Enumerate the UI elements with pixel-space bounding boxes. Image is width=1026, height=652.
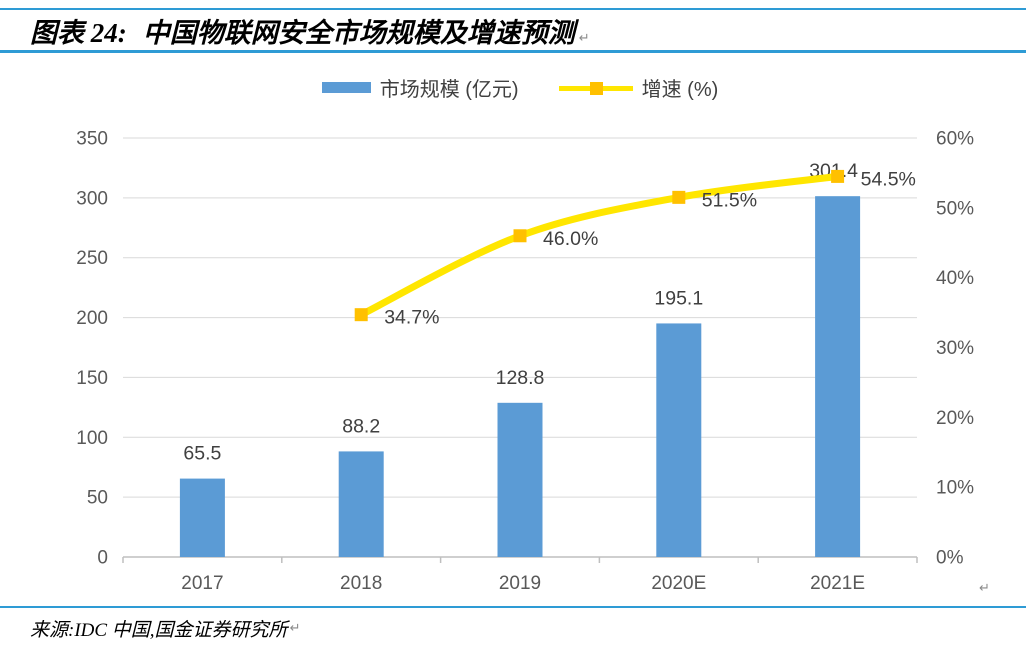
y-axis-label: 150	[76, 368, 108, 389]
legend-item-growth: 增速 (%)	[558, 73, 719, 102]
x-axis-label: 2020E	[651, 573, 706, 594]
line-marker	[513, 229, 527, 243]
legend-label: 增速 (%)	[641, 79, 719, 101]
paragraph-mark-icon: ↵	[289, 621, 301, 636]
figure-title-row: 图表 24: 中国物联网安全市场规模及增速预测 ↵	[30, 11, 590, 49]
legend-item-market-size: 市场规模 (亿元)	[321, 73, 519, 102]
source-note: 来源:IDC 中国,国金证券研究所 ↵	[30, 615, 300, 642]
figure-title: 中国物联网安全市场规模及增速预测	[142, 17, 575, 48]
line-value-label: 34.7%	[384, 307, 439, 329]
y2-axis-label: 20%	[936, 408, 974, 429]
y2-axis-label: 0%	[936, 548, 964, 569]
x-axis-label: 2018	[340, 573, 382, 594]
line-marker	[831, 169, 845, 183]
y2-axis-label: 50%	[936, 198, 974, 219]
y-axis-label: 50	[87, 488, 108, 509]
bar-value-label: 65.5	[183, 443, 221, 465]
line-value-label: 54.5%	[861, 168, 916, 190]
y-axis-label: 0	[97, 548, 108, 569]
y2-axis-label: 10%	[936, 478, 974, 499]
bar-value-label: 195.1	[654, 287, 703, 309]
y-axis-label: 250	[76, 248, 108, 269]
x-axis-label: 2017	[181, 573, 223, 594]
bar-value-label: 128.8	[496, 367, 545, 389]
line-marker	[354, 308, 368, 322]
bar	[497, 402, 543, 557]
y-axis-label: 350	[76, 129, 108, 150]
y2-axis-label: 30%	[936, 338, 974, 359]
line-value-label: 46.0%	[543, 228, 598, 250]
paragraph-mark-icon: ↵	[578, 31, 590, 46]
growth-line	[357, 172, 842, 319]
x-axis-label: 2019	[499, 573, 541, 594]
y-axis-label: 200	[76, 308, 108, 329]
chart-legend: 市场规模 (亿元) 增速 (%)	[123, 73, 917, 102]
title-divider	[0, 50, 1026, 53]
bar-swatch-icon	[321, 82, 371, 93]
y-axis-label: 100	[76, 428, 108, 449]
bottom-divider	[0, 606, 1026, 608]
top-divider	[0, 8, 1026, 10]
line-value-label: 51.5%	[702, 189, 757, 211]
paragraph-mark-icon: ↵	[979, 581, 990, 596]
combo-chart: 0 50 100 150 200 250 300 350 0% 10% 20% 30% 40% 50% 60…	[76, 129, 974, 595]
y2-axis-label: 60%	[936, 129, 974, 150]
legend-label: 市场规模 (亿元)	[379, 79, 519, 101]
y2-axis-label: 40%	[936, 268, 974, 289]
bar-value-label: 88.2	[342, 415, 380, 437]
x-axis-label: 2021E	[810, 573, 865, 594]
line-marker-swatch-icon	[558, 81, 633, 95]
combo-chart-area: 0 50 100 150 200 250 300 350 0% 10% 20% 30% 40% 50% 60…	[0, 53, 1026, 606]
y-axis-label: 300	[76, 188, 108, 209]
bar	[815, 196, 861, 557]
bar	[338, 451, 384, 557]
source-text: 来源:IDC 中国,国金证券研究所	[30, 620, 288, 641]
bar	[656, 323, 702, 557]
bar	[179, 478, 225, 557]
line-marker	[672, 190, 686, 204]
figure-number-label: 图表 24:	[30, 17, 127, 48]
